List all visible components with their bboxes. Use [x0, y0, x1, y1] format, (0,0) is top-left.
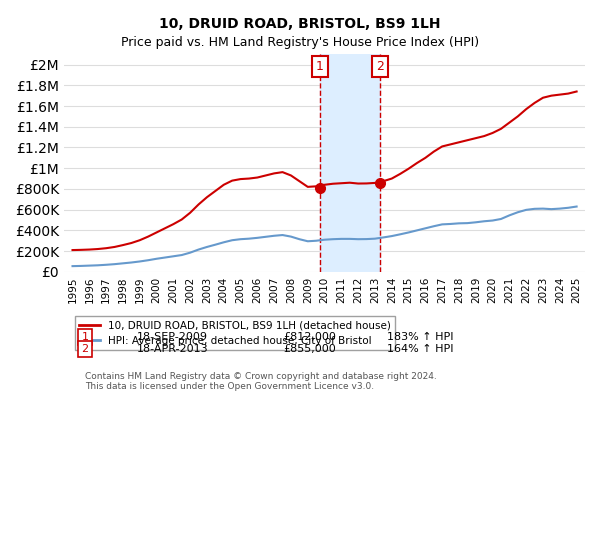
- Text: 1: 1: [82, 332, 88, 342]
- Text: £812,000: £812,000: [283, 332, 336, 342]
- Bar: [320, 54, 380, 272]
- Text: 183% ↑ HPI: 183% ↑ HPI: [387, 332, 454, 342]
- Text: 10, DRUID ROAD, BRISTOL, BS9 1LH: 10, DRUID ROAD, BRISTOL, BS9 1LH: [159, 17, 441, 31]
- Text: 2: 2: [376, 60, 384, 73]
- Text: 1: 1: [316, 60, 324, 73]
- Legend: 10, DRUID ROAD, BRISTOL, BS9 1LH (detached house), HPI: Average price, detached : 10, DRUID ROAD, BRISTOL, BS9 1LH (detach…: [74, 316, 395, 350]
- Text: 164% ↑ HPI: 164% ↑ HPI: [387, 344, 454, 354]
- Text: £855,000: £855,000: [283, 344, 335, 354]
- Text: 18-SEP-2009: 18-SEP-2009: [137, 332, 208, 342]
- Text: 2: 2: [82, 344, 89, 354]
- Text: Price paid vs. HM Land Registry's House Price Index (HPI): Price paid vs. HM Land Registry's House …: [121, 36, 479, 49]
- Text: 18-APR-2013: 18-APR-2013: [137, 344, 209, 354]
- Text: Contains HM Land Registry data © Crown copyright and database right 2024.
This d: Contains HM Land Registry data © Crown c…: [85, 372, 437, 391]
